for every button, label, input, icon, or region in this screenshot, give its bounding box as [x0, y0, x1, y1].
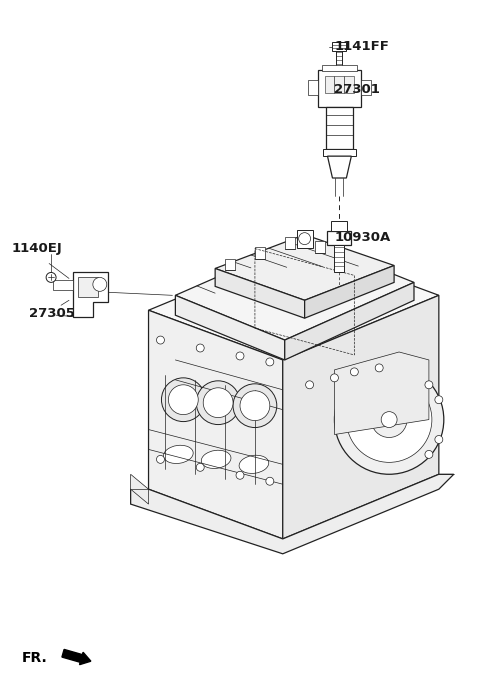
Circle shape — [425, 381, 433, 388]
Polygon shape — [131, 475, 454, 554]
Circle shape — [375, 364, 383, 372]
Polygon shape — [148, 246, 439, 360]
Circle shape — [156, 456, 165, 463]
Circle shape — [347, 377, 432, 462]
Bar — [332, 220, 348, 231]
Circle shape — [299, 232, 311, 244]
Polygon shape — [327, 156, 351, 178]
Text: 10930A: 10930A — [335, 231, 391, 244]
Circle shape — [161, 378, 205, 421]
Circle shape — [330, 374, 338, 382]
Circle shape — [233, 384, 277, 428]
Circle shape — [196, 381, 240, 425]
Polygon shape — [305, 265, 394, 318]
Circle shape — [168, 385, 198, 414]
Bar — [255, 246, 265, 258]
Text: 27305: 27305 — [29, 307, 75, 320]
Circle shape — [236, 352, 244, 360]
Text: 1140EJ: 1140EJ — [12, 242, 62, 255]
Bar — [335, 76, 344, 94]
Polygon shape — [175, 295, 285, 360]
Circle shape — [93, 277, 107, 291]
Polygon shape — [335, 352, 429, 435]
Polygon shape — [215, 234, 394, 300]
Polygon shape — [285, 282, 414, 360]
Polygon shape — [215, 269, 305, 318]
Circle shape — [266, 358, 274, 366]
Bar — [335, 244, 344, 272]
Circle shape — [156, 336, 165, 344]
Circle shape — [306, 381, 313, 388]
Polygon shape — [131, 475, 148, 504]
Bar — [225, 258, 235, 270]
Circle shape — [203, 388, 233, 418]
Text: FR.: FR. — [21, 651, 47, 665]
Bar — [318, 69, 361, 107]
Polygon shape — [283, 295, 439, 539]
Circle shape — [236, 471, 244, 480]
Bar — [333, 42, 347, 50]
Circle shape — [266, 477, 274, 485]
Bar — [325, 107, 353, 149]
Ellipse shape — [239, 455, 269, 473]
Text: 27301: 27301 — [335, 83, 380, 96]
Bar — [314, 241, 324, 253]
Circle shape — [46, 272, 56, 282]
Text: 1141FF: 1141FF — [335, 41, 389, 53]
Circle shape — [371, 402, 407, 438]
Circle shape — [435, 395, 443, 404]
Bar — [323, 149, 356, 156]
Bar — [285, 237, 295, 248]
FancyArrow shape — [62, 650, 91, 665]
Ellipse shape — [164, 445, 193, 463]
Bar — [324, 76, 335, 94]
Polygon shape — [175, 239, 414, 340]
Circle shape — [435, 435, 443, 444]
Bar — [336, 50, 342, 69]
Circle shape — [196, 463, 204, 471]
Circle shape — [335, 365, 444, 475]
Bar — [297, 230, 312, 248]
Circle shape — [350, 368, 358, 376]
Bar — [361, 80, 371, 95]
Polygon shape — [53, 281, 73, 290]
Bar — [327, 231, 351, 244]
Polygon shape — [73, 272, 108, 317]
Circle shape — [425, 450, 433, 459]
Polygon shape — [148, 310, 283, 539]
Circle shape — [196, 344, 204, 352]
Bar — [78, 277, 98, 297]
Ellipse shape — [201, 450, 231, 468]
Circle shape — [381, 412, 397, 428]
Bar — [344, 76, 354, 94]
Bar — [308, 80, 318, 95]
Bar — [322, 64, 357, 71]
Circle shape — [240, 391, 270, 421]
